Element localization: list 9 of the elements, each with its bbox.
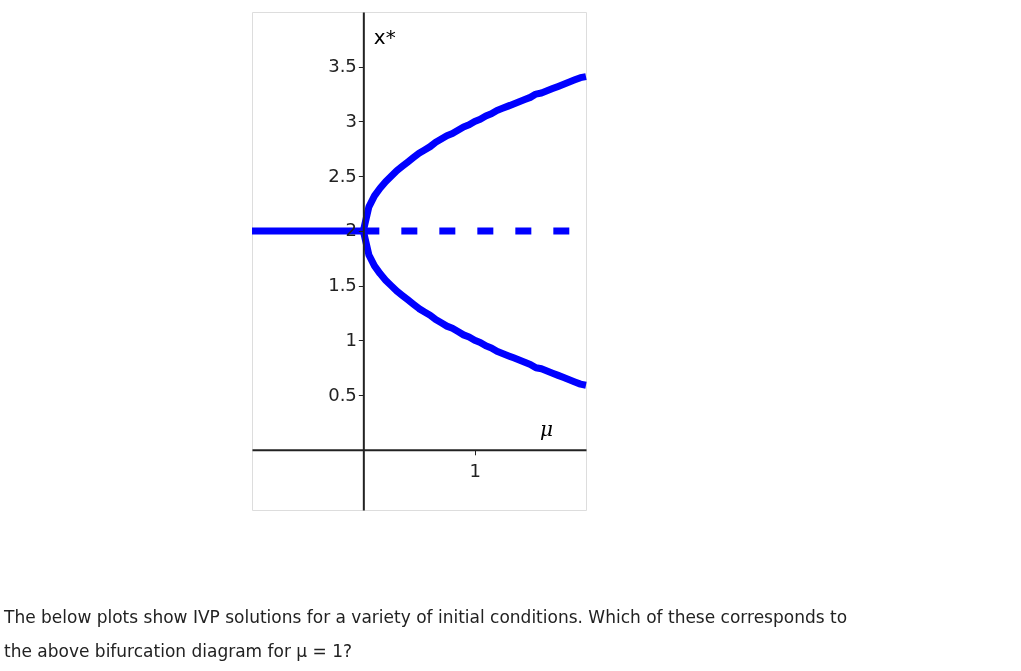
text: The below plots show IVP solutions for a variety of initial conditions. Which of these corresponds to the above bifurcation diagram for μ = 1? — [3, 607, 848, 661]
y-axis-title: x* — [373, 24, 396, 49]
y-tick-label: 3 — [345, 109, 357, 131]
y-tick-label: 1.5 — [328, 274, 357, 296]
y-tick-label: 1 — [345, 328, 357, 350]
x-axis-title: μ — [539, 417, 553, 442]
y-tick-label: 3.5 — [328, 55, 357, 77]
y-tick-label: 2.5 — [328, 164, 357, 186]
y-tick-label: 0.5 — [328, 383, 357, 405]
